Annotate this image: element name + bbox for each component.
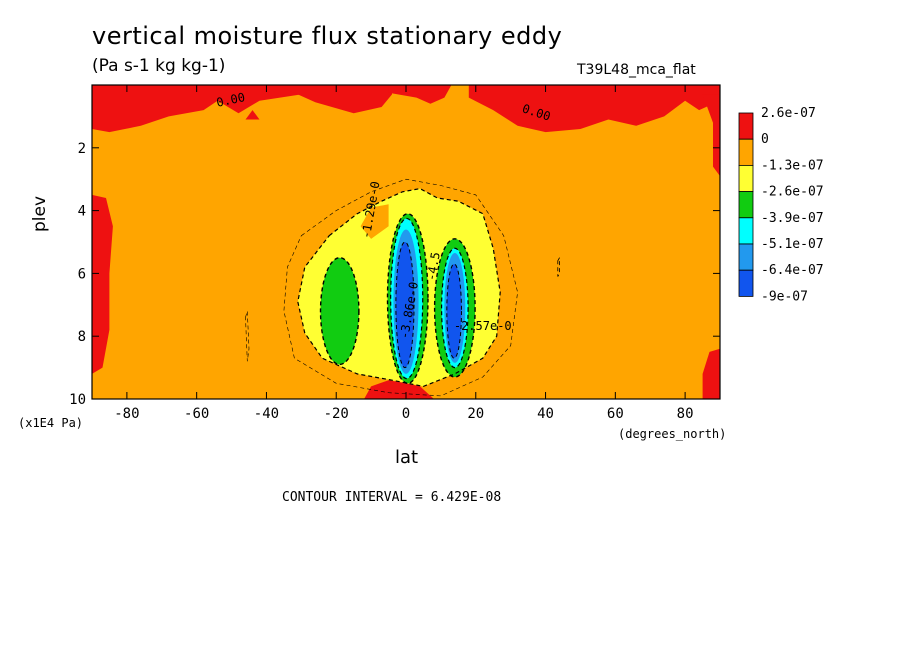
positive-region-top-center (388, 85, 452, 104)
negative-core-center (395, 241, 415, 368)
colorbar-label: 2.6e-07 (761, 106, 816, 121)
zero-region-notch (360, 204, 389, 239)
y-tick-label: 10 (69, 392, 86, 408)
x-tick-label: 60 (607, 406, 624, 422)
x-axis-label: lat (395, 447, 419, 468)
x-axis-ticks: -80 -60 -40 -20 0 20 40 60 80 (114, 85, 694, 422)
colorbar-label: 0 (761, 132, 769, 147)
y-axis-ticks: 2 4 6 8 10 (69, 141, 720, 408)
colorbar-label: -2.6e-07 (761, 185, 824, 200)
positive-region-north-edge-upper (702, 94, 720, 177)
x-tick-label: 0 (402, 406, 410, 422)
colorbar-label: -9e-07 (761, 289, 808, 304)
contour-label: 0.00 (215, 90, 246, 110)
model-name: T39L48_mca_flat (577, 62, 696, 78)
x-tick-label: 40 (537, 406, 554, 422)
y-tick-label: 4 (78, 204, 86, 220)
x-tick-label: 20 (467, 406, 484, 422)
contour-line-core-north (446, 263, 462, 359)
contour-line-yellow (297, 187, 501, 388)
contour-line-green-south (319, 256, 360, 366)
colorbar-swatch (738, 164, 754, 192)
contour-interval-note: CONTOUR INTERVAL = 6.429E-08 (282, 490, 502, 505)
x-tick-label: -20 (324, 406, 349, 422)
x-tick-label: -60 (184, 406, 209, 422)
contour-line-cyan-center (390, 217, 424, 380)
x-tick-label: -40 (254, 406, 279, 422)
y-tick-label: 8 (78, 329, 86, 345)
positive-region-spike (245, 110, 260, 120)
positive-region-south-edge (92, 194, 113, 374)
contour-line-outer (283, 178, 518, 397)
colorbar-label: -6.4e-07 (761, 263, 824, 278)
colorbar-label: -3.9e-07 (761, 211, 824, 226)
colorbar-label: -5.1e-07 (761, 237, 824, 252)
contour-line-core-center (395, 241, 415, 369)
positive-region-top-left (92, 85, 302, 133)
y-axis-label: plev (30, 195, 50, 232)
contour-line-small-north (557, 257, 560, 277)
contour-label: -2.57e-0 (454, 319, 512, 333)
contour-field (92, 85, 720, 399)
colorbar-label: -1.3e-07 (761, 158, 824, 173)
chart-title: vertical moisture flux stationary eddy (92, 22, 563, 50)
negative-core-north (446, 263, 462, 359)
positive-region-top-right (468, 85, 720, 133)
y-axis-units: (x1E4 Pa) (18, 416, 84, 430)
colorbar: 2.6e-07 0 -1.3e-07 -2.6e-07 -3.9e-07 -5.1e-07… (738, 106, 824, 304)
contour-line-green-north (433, 238, 476, 378)
positive-region-top-left-center (276, 85, 392, 114)
colorbar-swatch (738, 112, 754, 140)
contour-label: -4.5 (424, 251, 443, 282)
x-tick-label: -80 (114, 406, 139, 422)
contour-line-small-south (245, 311, 250, 362)
contour-line-green-center (386, 213, 429, 384)
colorbar-swatch (738, 191, 754, 219)
colorbar-swatch (738, 269, 754, 297)
negative-region-green-south (320, 257, 359, 365)
y-tick-label: 2 (78, 141, 86, 157)
y-tick-label: 6 (78, 266, 86, 282)
colorbar-swatch (738, 138, 754, 166)
x-tick-label: 80 (677, 406, 694, 422)
positive-region-north-edge-lower (702, 348, 720, 399)
colorbar-swatch (738, 217, 754, 245)
chart-units: (Pa s-1 kg kg-1) (92, 56, 226, 76)
colorbar-swatch (738, 243, 754, 271)
negative-contour-lines (245, 178, 560, 397)
contour-line-cyan-north (440, 247, 469, 369)
x-axis-units: (degrees_north) (618, 427, 727, 441)
